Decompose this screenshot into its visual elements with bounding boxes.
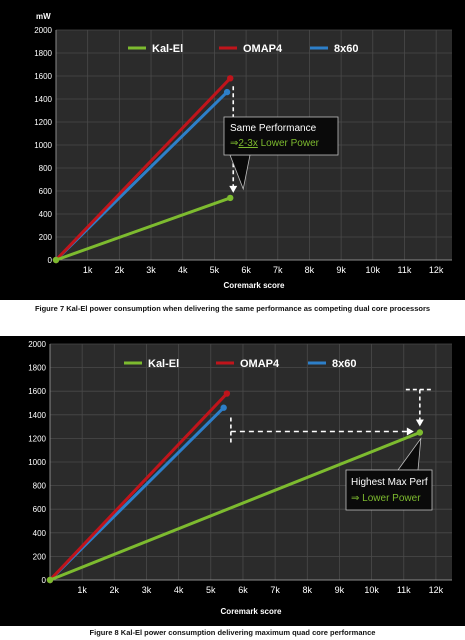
y-tick-label: 1800 [28,364,46,373]
legend-label-kal-el: Kal-El [152,43,183,55]
x-tick-label: 1k [83,265,93,275]
x-tick-label: 5k [210,265,220,275]
x-tick-label: 8k [305,265,315,275]
y-tick-label: 1600 [28,387,46,396]
callout-rest: Lower Power [258,138,320,149]
x-tick-label: 9k [336,265,346,275]
x-tick-label: 12k [429,585,444,595]
y-tick-label: 0 [48,256,53,265]
x-tick-label: 4k [178,265,188,275]
x-tick-label: 11k [397,585,411,595]
y-tick-label: 800 [39,164,53,173]
x-tick-label: 2k [115,265,125,275]
x-tick-label: 10k [364,585,379,595]
legend-label-omap4: OMAP4 [240,358,280,370]
y-tick-label: 600 [33,505,47,514]
x-axis-title: Coremark score [221,607,282,616]
callout-rest: Lower Power [359,493,421,504]
legend-label-omap4: OMAP4 [243,43,283,55]
callout-text-line1: Same Performance [230,123,317,134]
chart-figure-7: 0 200 400 600 800 1000 1200 1400 1600 1800 2000 1k 2… [0,0,465,300]
callout-box [223,116,339,156]
data-point-8x60 [223,88,231,96]
series-line-kal-el [54,196,232,262]
y-tick-label: 200 [33,552,47,561]
data-point-omap4 [223,390,231,397]
y-tick-label: 400 [39,210,53,219]
y-axis-title: mW [36,12,51,21]
data-point-kal-el [416,429,424,436]
y-tick-label: 800 [33,482,47,491]
data-point-kal-el [227,194,234,202]
y-tick-label: 400 [33,529,47,538]
y-tick-label: 2000 [34,26,52,35]
y-tick-label: 1000 [34,141,52,150]
series-line-omap4 [48,392,229,582]
x-tick-label: 6k [241,265,251,275]
legend-label-kal-el: Kal-El [148,358,179,370]
legend-label-8x60: 8x60 [334,43,358,55]
y-tick-label: 1200 [28,434,46,443]
annotation-arrow-head-vertical [415,419,424,427]
chart-figure-8: 0 200 400 600 800 1000 1200 1400 1600 1800 2000 1k 2… [0,336,465,626]
x-tick-label: 5k [206,585,216,595]
data-point-omap4 [227,75,234,82]
y-tick-label: 0 [42,576,47,585]
data-point-8x60 [220,404,227,411]
x-tick-label: 11k [398,265,412,275]
y-tick-label: 1600 [34,72,52,81]
series-line-omap4 [54,76,232,262]
x-tick-label: 3k [146,265,156,275]
x-axis-title: Coremark score [224,281,285,290]
x-tick-label: 4k [174,585,184,595]
callout-text-line2: ⇒ Lower Power [351,493,421,504]
legend-label-8x60: 8x60 [332,358,356,370]
y-tick-label: 1200 [34,118,52,127]
x-tick-label: 10k [366,265,381,275]
callout-text-line2: ⇒2-3x Lower Power [230,138,320,149]
x-tick-label: 3k [142,585,152,595]
y-tick-label: 1000 [28,458,46,467]
callout-highlight: 2-3x [238,138,257,149]
callout-box [345,469,433,511]
figure-8-caption: Figure 8 Kal-El power consumption delive… [89,628,376,637]
y-tick-label: 200 [39,233,53,242]
y-tick-label: 1400 [34,95,52,104]
y-tick-label: 600 [39,187,53,196]
x-tick-label: 7k [273,265,283,275]
x-tick-label: 2k [110,585,120,595]
x-tick-label: 12k [429,265,444,275]
x-tick-label: 8k [303,585,313,595]
x-tick-label: 7k [270,585,280,595]
x-tick-label: 6k [238,585,248,595]
data-point-kal-el [52,256,60,264]
series-line-kal-el [48,431,422,582]
data-point-kal-el [46,576,54,584]
x-tick-label: 1k [77,585,87,595]
y-tick-label: 2000 [28,340,46,349]
annotation-arrow-head-horizontal [406,427,414,436]
callout-arrow-symbol: ⇒ [351,493,359,504]
callout-text-line1: Highest Max Perf [351,477,428,488]
annotation-arrow-head [229,185,238,193]
x-tick-label: 9k [335,585,345,595]
y-tick-label: 1800 [34,49,52,58]
y-tick-label: 1400 [28,411,46,420]
callout-arrow-symbol: ⇒ [230,138,238,149]
figure-7-caption: Figure 7 Kal-El power consumption when d… [34,304,431,313]
